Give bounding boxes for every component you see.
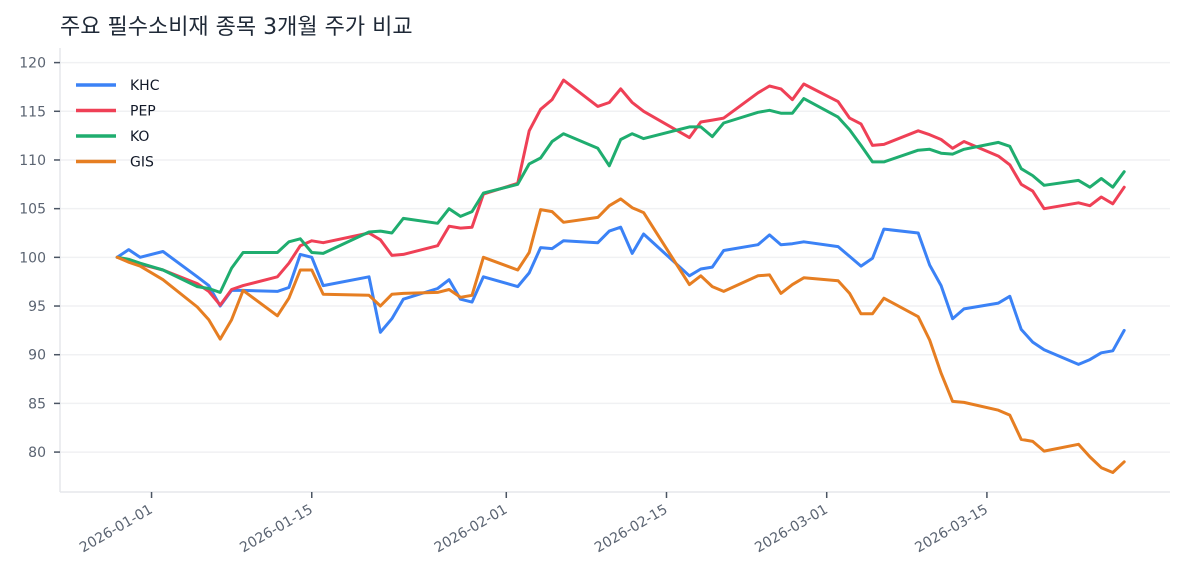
- x-tick-label: 2026-02-01: [432, 502, 510, 557]
- y-tick-label: 115: [19, 104, 46, 120]
- y-tick-label: 95: [28, 299, 46, 315]
- series-line-pep: [115, 78, 1126, 307]
- gridlines: [60, 61, 1170, 453]
- series-line-gis: [115, 197, 1126, 474]
- legend-label-pep: PEP: [130, 104, 156, 120]
- y-tick-label: 100: [19, 250, 46, 266]
- y-tick-label: 85: [28, 396, 46, 412]
- chart-title: 주요 필수소비재 종목 3개월 주가 비교: [60, 15, 413, 40]
- legend-label-ko: KO: [130, 129, 149, 145]
- x-tick-label: 2026-02-15: [592, 502, 670, 557]
- y-tick-label: 90: [28, 348, 46, 364]
- series-lines: [115, 78, 1126, 474]
- x-tick-label: 2026-03-01: [752, 502, 830, 557]
- legend-label-khc: KHC: [130, 78, 160, 94]
- x-tick-label: 2026-01-15: [237, 502, 315, 557]
- series-line-khc: [115, 225, 1126, 366]
- y-tick-label: 80: [28, 445, 46, 461]
- y-axis-ticks: 80 85 90 95 100 105 110 115 120: [19, 56, 60, 461]
- legend: KHC PEP KO GIS: [76, 78, 160, 171]
- axes: [59, 48, 1170, 493]
- x-axis-ticks: 2026-01-01 2026-01-15 2026-02-01 2026-02-15…: [77, 492, 991, 556]
- y-tick-label: 110: [19, 153, 46, 169]
- legend-label-gis: GIS: [130, 155, 154, 171]
- y-tick-label: 105: [19, 202, 46, 218]
- series-line-ko: [115, 97, 1126, 294]
- x-tick-label: 2026-01-01: [77, 502, 155, 557]
- x-tick-label: 2026-03-15: [912, 502, 990, 557]
- y-tick-label: 120: [19, 56, 46, 72]
